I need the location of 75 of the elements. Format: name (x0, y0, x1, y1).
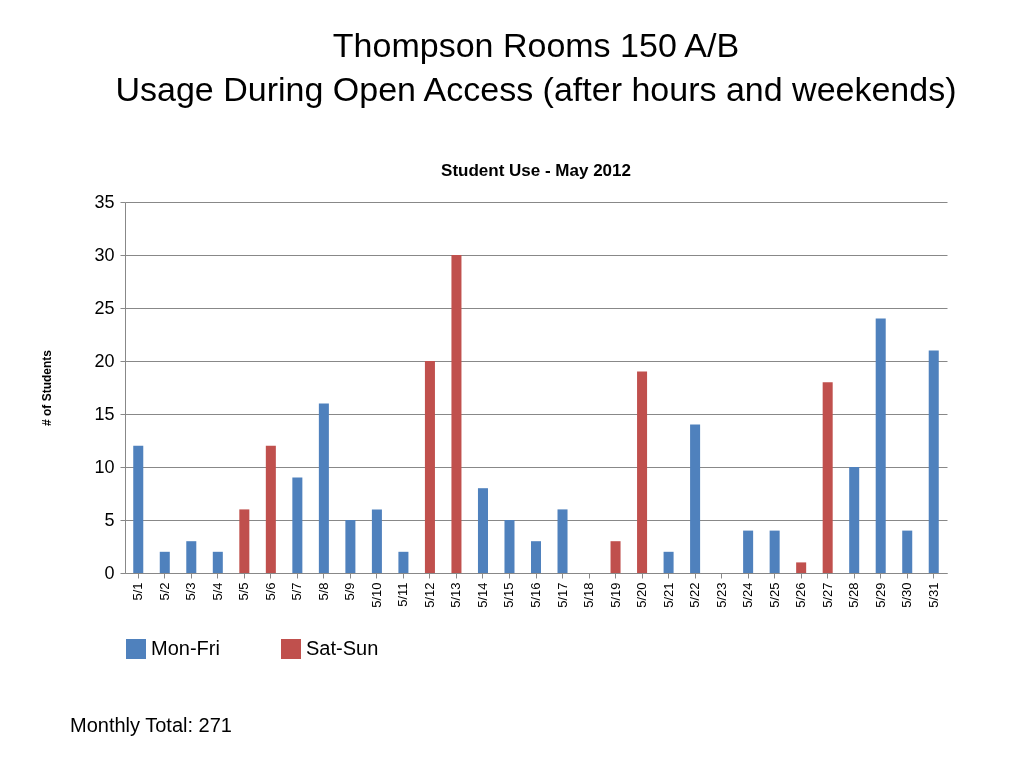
x-tick-label: 5/20 (634, 582, 650, 608)
x-tick-label: 5/12 (421, 582, 437, 608)
bar (637, 371, 648, 573)
x-tick-label: 5/30 (899, 582, 915, 608)
x-tick-label: 5/31 (925, 582, 941, 608)
bar (318, 403, 329, 573)
y-tick-label: 0 (104, 562, 115, 583)
bar (371, 509, 382, 573)
x-tick-label: 5/28 (846, 582, 862, 608)
y-tick-label: 20 (94, 350, 115, 371)
bar (875, 318, 886, 573)
bar (239, 509, 250, 573)
y-tick-label: 10 (94, 456, 115, 477)
chart-subtitle: Student Use - May 2012 (441, 161, 631, 180)
y-tick-label: 25 (94, 297, 115, 318)
bar (292, 477, 303, 573)
bar (530, 541, 542, 573)
bar (398, 551, 409, 573)
bar (451, 255, 462, 573)
x-tick-label: 5/15 (501, 582, 517, 608)
bar (186, 541, 197, 573)
bar (133, 445, 144, 573)
bar (345, 520, 356, 573)
x-tick-label: 5/14 (474, 582, 490, 608)
x-tick-label: 5/25 (766, 582, 782, 608)
x-tick-label: 5/16 (528, 582, 543, 608)
legend-label: Sat-Sun (306, 637, 379, 659)
x-tick-label: 5/3 (183, 582, 199, 601)
x-tick-label: 5/1 (130, 582, 146, 601)
bar (849, 467, 860, 573)
x-tick-label: 5/27 (819, 582, 835, 608)
x-tick-label: 5/19 (607, 582, 623, 608)
x-tick-label: 5/22 (687, 582, 703, 608)
x-tick-label: 5/2 (156, 582, 172, 601)
bar (769, 530, 780, 573)
x-tick-label: 5/17 (554, 582, 570, 608)
x-tick-label: 5/6 (262, 582, 278, 601)
bar (928, 350, 939, 573)
bar (902, 530, 913, 573)
y-tick-label: 5 (104, 509, 115, 530)
bar (796, 562, 807, 573)
bar (822, 382, 833, 573)
x-tick-label: 5/29 (872, 582, 888, 608)
bar (663, 551, 674, 573)
x-tick-label: 5/7 (289, 582, 305, 601)
bar (265, 445, 276, 573)
y-tick-label: 35 (94, 191, 115, 212)
x-tick-label: 5/4 (209, 582, 225, 601)
bar (159, 551, 170, 573)
x-tick-label: 5/24 (740, 582, 756, 608)
bar (477, 488, 488, 573)
x-tick-label: 5/23 (713, 582, 729, 608)
legend-label: Mon-Fri (151, 637, 220, 659)
bar (504, 520, 515, 573)
bar (424, 361, 435, 573)
x-tick-label: 5/18 (581, 582, 597, 608)
bar (690, 424, 701, 573)
text: Usage During Open Access (after hours and weekends) (115, 70, 957, 108)
x-tick-label: 5/11 (395, 582, 411, 607)
bar (212, 551, 223, 573)
x-tick-label: 5/5 (236, 582, 252, 601)
x-tick-label: 5/10 (368, 582, 384, 608)
text: Thompson Rooms 150 A/B (332, 26, 740, 64)
y-axis-title: # of Students (40, 349, 55, 427)
x-tick-label: 5/21 (660, 582, 676, 608)
x-tick-label: 5/26 (793, 582, 809, 608)
bar (557, 509, 568, 573)
bar (743, 530, 754, 573)
x-tick-label: 5/9 (342, 582, 358, 601)
text: Monthly Total: 271 (70, 714, 232, 737)
y-tick-label: 30 (94, 244, 115, 265)
x-tick-label: 5/13 (448, 582, 464, 608)
x-tick-label: 5/8 (315, 582, 331, 601)
y-tick-label: 15 (94, 403, 115, 424)
bar (610, 541, 621, 573)
